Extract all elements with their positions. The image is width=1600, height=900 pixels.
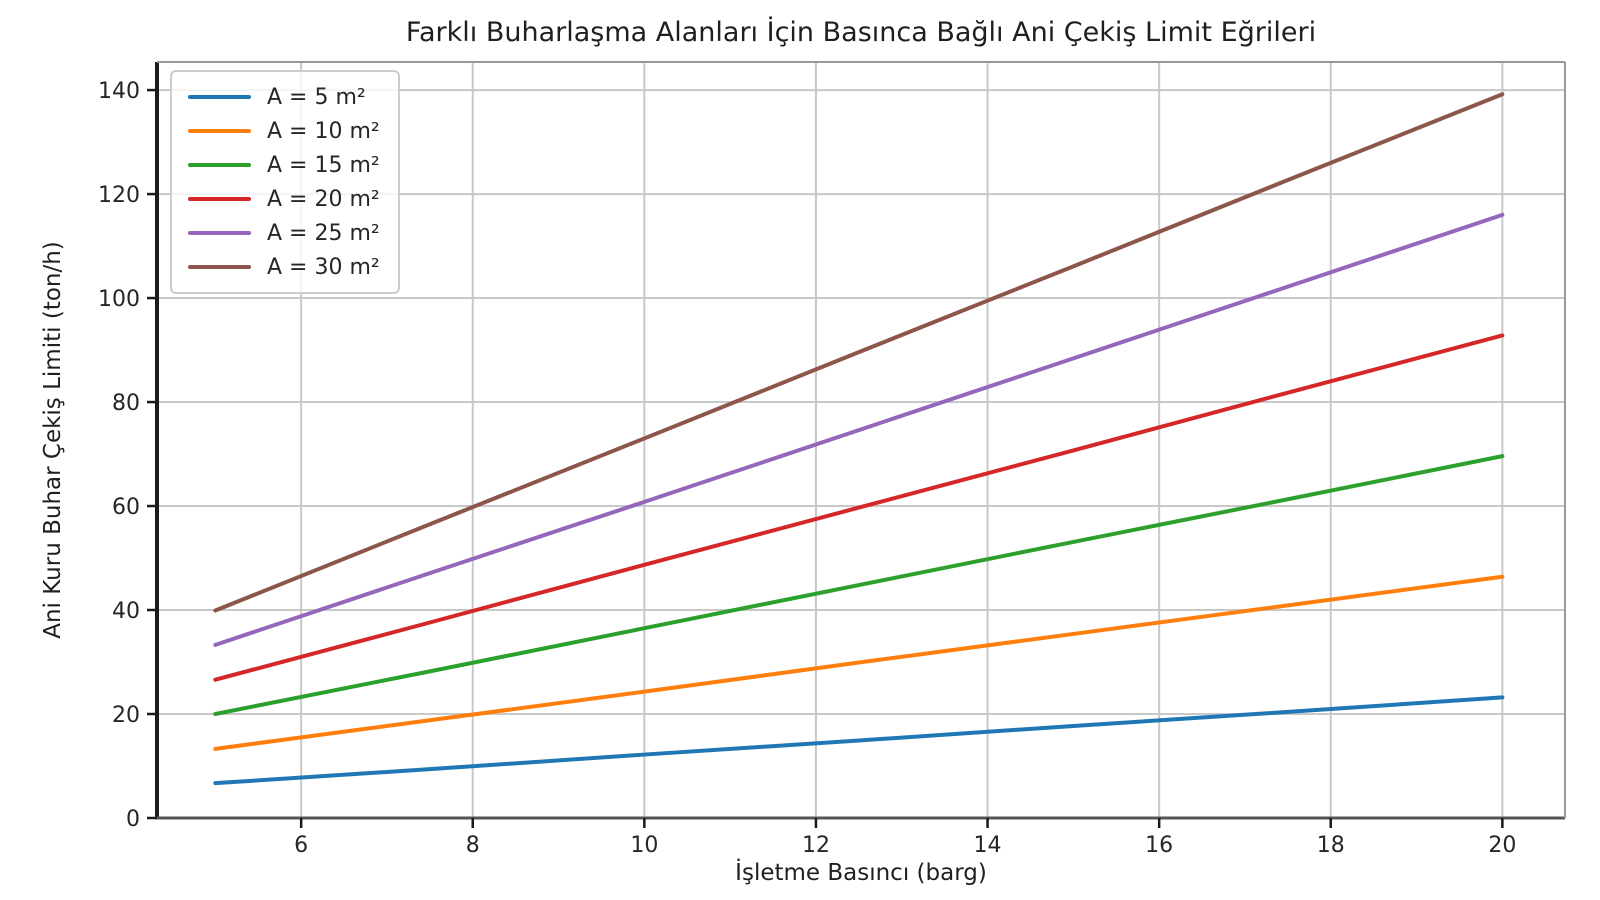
- legend-item: A = 25 m²: [188, 216, 380, 250]
- chart-title: Farklı Buharlaşma Alanları İçin Basınca …: [405, 17, 1317, 48]
- legend-item: A = 30 m²: [188, 250, 380, 284]
- y-tick-label: 40: [112, 599, 140, 624]
- legend-item: A = 20 m²: [188, 182, 380, 216]
- legend-label: A = 20 m²: [267, 186, 380, 212]
- x-tick-label: 18: [1317, 833, 1345, 858]
- legend: A = 5 m² A = 10 m² A = 15 m² A = 20 m² A = 2…: [170, 70, 400, 294]
- legend-label: A = 5 m²: [267, 84, 366, 110]
- series-line-15m2: [213, 454, 1505, 717]
- legend-line-sample: [188, 94, 251, 100]
- x-tick-label: 10: [630, 833, 658, 858]
- legend-label: A = 10 m²: [267, 118, 380, 144]
- series-line-5m2: [213, 695, 1505, 786]
- y-tick-label: 100: [98, 287, 140, 312]
- legend-line-sample: [188, 230, 251, 236]
- y-tick-label: 0: [126, 807, 140, 832]
- y-tick-label: 120: [98, 183, 140, 208]
- series-line-20m2: [213, 333, 1505, 682]
- x-tick-label: 14: [974, 833, 1002, 858]
- x-tick-label: 12: [802, 833, 830, 858]
- legend-label: A = 30 m²: [267, 254, 380, 280]
- legend-label: A = 15 m²: [267, 152, 380, 178]
- legend-line-sample: [188, 264, 251, 270]
- y-tick-label: 60: [112, 495, 140, 520]
- legend-item: A = 5 m²: [188, 80, 380, 114]
- y-axis-label: Ani Kuru Buhar Çekiş Limiti (ton/h): [40, 241, 66, 639]
- series-line-30m2: [213, 92, 1505, 613]
- legend-item: A = 10 m²: [188, 114, 380, 148]
- legend-line-sample: [188, 162, 251, 168]
- legend-line-sample: [188, 128, 251, 134]
- y-tick-label: 80: [112, 391, 140, 416]
- y-tick-label: 20: [112, 703, 140, 728]
- legend-item: A = 15 m²: [188, 148, 380, 182]
- series-line-25m2: [213, 212, 1505, 647]
- x-tick-label: 6: [294, 833, 308, 858]
- x-tick-label: 16: [1145, 833, 1173, 858]
- y-tick-label: 140: [98, 79, 140, 104]
- x-tick-label: 8: [466, 833, 480, 858]
- legend-label: A = 25 m²: [267, 220, 380, 246]
- series-line-10m2: [213, 574, 1505, 751]
- legend-line-sample: [188, 196, 251, 202]
- x-tick-label: 20: [1488, 833, 1516, 858]
- x-axis-label: İşletme Basıncı (barg): [735, 860, 987, 886]
